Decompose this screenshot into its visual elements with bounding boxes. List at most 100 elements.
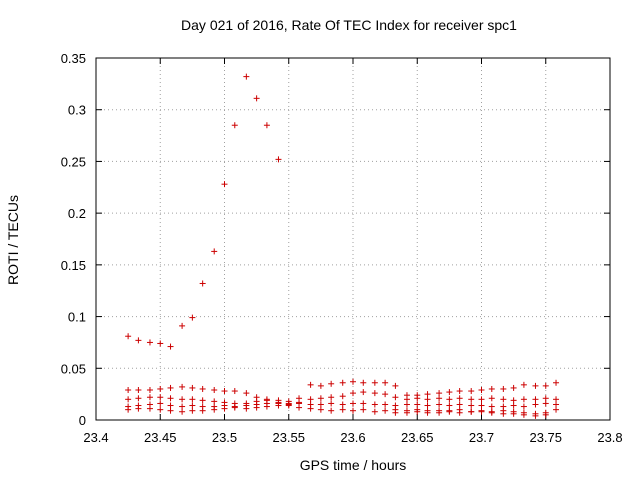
x-tick-label: 23.7 [469, 430, 494, 445]
data-point [403, 401, 410, 408]
data-point [157, 340, 164, 347]
data-point [253, 404, 260, 411]
data-point [382, 407, 389, 414]
data-point [221, 181, 228, 188]
data-point [253, 95, 260, 102]
data-point [424, 391, 431, 398]
data-point [350, 407, 356, 414]
data-point [488, 385, 495, 392]
data-point [542, 382, 549, 389]
data-point [199, 407, 206, 414]
data-point [317, 401, 324, 408]
data-point [456, 395, 463, 402]
data-point [436, 409, 443, 416]
data-point [392, 409, 399, 416]
y-tick-label: 0.15 [61, 258, 86, 273]
data-point [446, 402, 453, 409]
data-point [125, 406, 132, 413]
data-point [146, 405, 153, 412]
data-point [542, 400, 549, 407]
data-point [414, 395, 421, 402]
y-tick-label: 0.25 [61, 154, 86, 169]
data-point [328, 407, 335, 414]
data-point [360, 389, 367, 396]
data-point [189, 407, 196, 414]
data-point [125, 387, 132, 394]
data-point [436, 401, 443, 408]
data-point [231, 122, 238, 129]
data-point [382, 401, 389, 408]
data-point [135, 337, 142, 344]
data-point [478, 387, 485, 394]
data-point [371, 379, 378, 386]
data-point [446, 408, 453, 415]
data-point [125, 333, 132, 340]
data-point [350, 400, 356, 407]
data-point [532, 412, 539, 419]
data-point [189, 384, 196, 391]
data-point [231, 388, 238, 395]
data-point [339, 393, 346, 400]
data-point [211, 398, 218, 405]
data-point [135, 405, 142, 412]
data-point [371, 390, 378, 397]
data-point [199, 385, 206, 392]
data-point [167, 395, 174, 402]
data-point [157, 385, 164, 392]
data-point [179, 396, 186, 403]
data-point [179, 408, 186, 415]
data-point [532, 396, 539, 403]
data-point [553, 401, 560, 408]
data-point [211, 406, 218, 413]
data-point [135, 387, 142, 394]
data-point [125, 396, 132, 403]
data-point [157, 394, 164, 401]
x-tick-label: 23.65 [401, 430, 434, 445]
data-point [285, 402, 292, 409]
data-point [488, 409, 495, 416]
x-tick-label: 23.8 [597, 430, 622, 445]
data-point [510, 384, 517, 391]
data-point [296, 404, 303, 411]
y-tick-label: 0.1 [68, 310, 86, 325]
data-point [371, 408, 378, 415]
data-point [199, 397, 206, 404]
data-point [532, 401, 539, 408]
x-tick-label: 23.75 [529, 430, 562, 445]
data-point [468, 402, 475, 409]
data-point [339, 401, 346, 408]
data-point [243, 405, 250, 412]
data-point [317, 382, 324, 389]
data-point [520, 381, 527, 388]
data-point [371, 401, 378, 408]
data-point [542, 411, 549, 418]
data-point [478, 402, 485, 409]
data-point [339, 406, 346, 413]
data-point [500, 396, 507, 403]
data-point [350, 378, 356, 385]
x-axis-label: GPS time / hours [300, 457, 407, 473]
data-point [456, 388, 463, 395]
data-point [382, 391, 389, 398]
data-point [468, 388, 475, 395]
data-point [199, 280, 206, 287]
data-point [263, 403, 270, 410]
data-point [275, 156, 282, 163]
data-point [146, 387, 153, 394]
data-point [500, 410, 507, 417]
data-point [275, 402, 282, 409]
data-point [392, 394, 399, 401]
data-point [520, 396, 527, 403]
y-tick-label: 0.05 [61, 361, 86, 376]
data-point [179, 403, 186, 410]
data-point [243, 390, 250, 397]
x-tick-label: 23.5 [212, 430, 237, 445]
data-point [510, 402, 517, 409]
data-point [456, 409, 463, 416]
data-point [221, 388, 228, 395]
data-point [446, 389, 453, 396]
data-point [382, 379, 389, 386]
data-point [211, 248, 218, 255]
data-point [360, 400, 367, 407]
